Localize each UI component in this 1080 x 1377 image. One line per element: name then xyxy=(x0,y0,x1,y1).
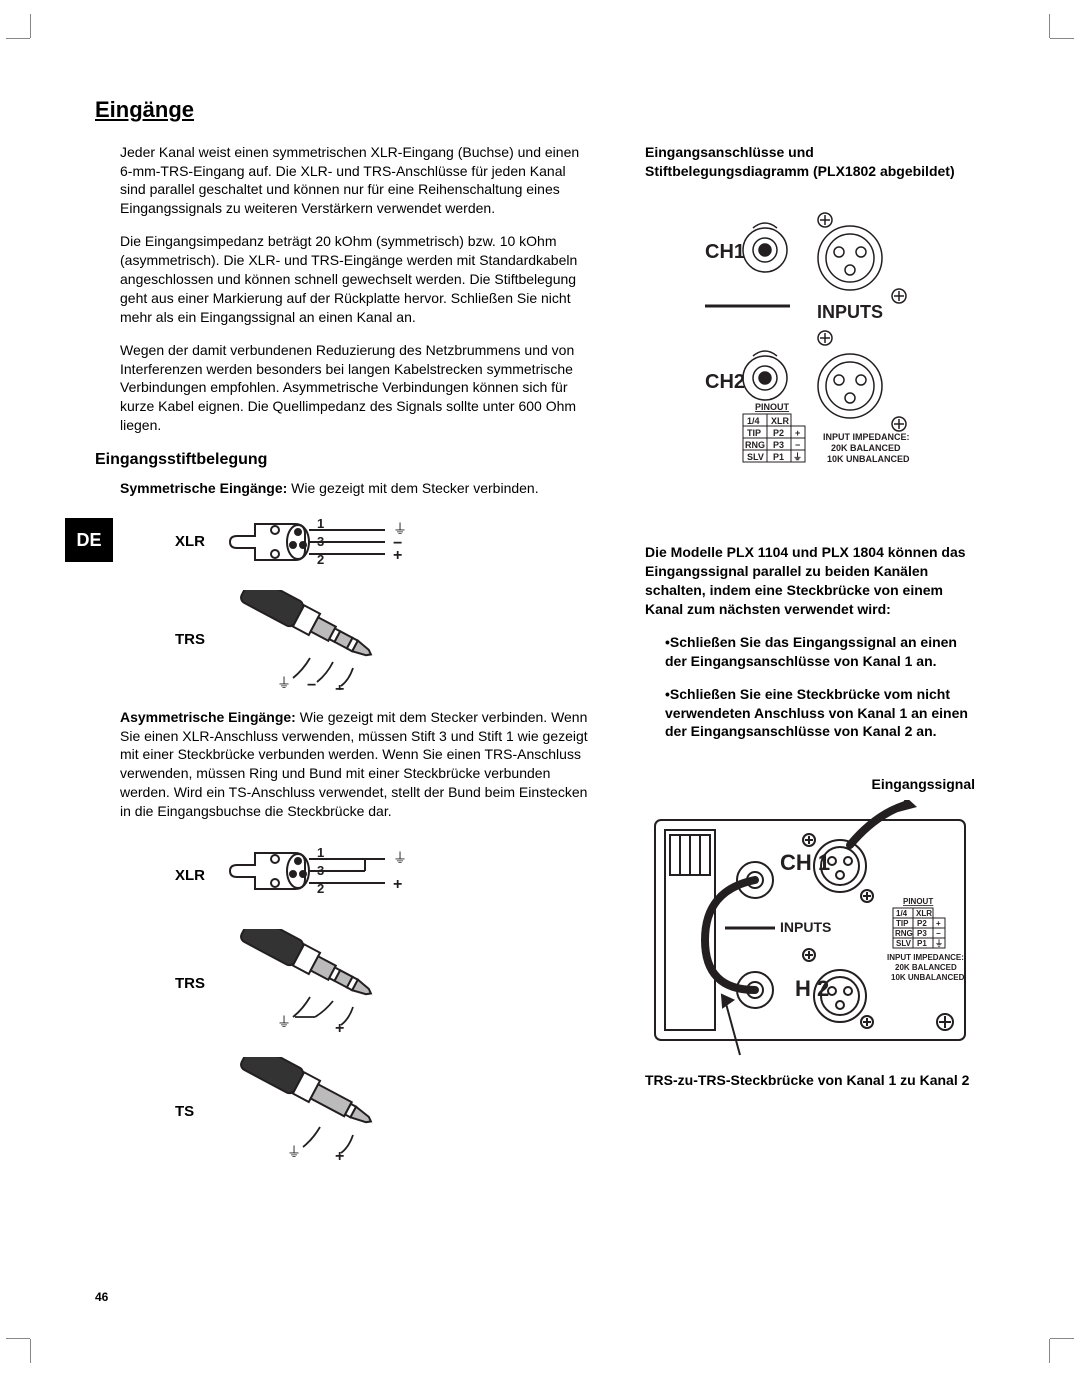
crop-mark xyxy=(1050,38,1074,39)
svg-text:TIP: TIP xyxy=(747,428,761,438)
svg-text:P3: P3 xyxy=(773,440,784,450)
xlr-balanced-diagram: XLR xyxy=(175,512,595,572)
crop-mark xyxy=(1049,14,1050,38)
svg-text:3: 3 xyxy=(317,863,324,878)
svg-text:10K UNBALANCED: 10K UNBALANCED xyxy=(891,973,965,982)
trs-balanced-diagram: TRS ⏚ xyxy=(175,590,595,690)
trs-unbalanced-diagram: TRS xyxy=(175,929,595,1039)
svg-text:RNG: RNG xyxy=(895,929,913,938)
svg-text:INPUT IMPEDANCE:: INPUT IMPEDANCE: xyxy=(887,953,964,962)
crop-mark xyxy=(1050,1338,1074,1339)
svg-text:PINOUT: PINOUT xyxy=(903,897,933,906)
svg-text:+: + xyxy=(335,1020,344,1037)
language-badge: DE xyxy=(65,518,113,562)
unbalanced-label: Asymmetrische Eingänge: xyxy=(120,709,296,725)
balanced-label: Symmetrische Eingänge: xyxy=(120,480,287,496)
svg-text:⏚: ⏚ xyxy=(277,1015,291,1031)
pin-1: 1 xyxy=(317,516,324,531)
svg-text:−: − xyxy=(307,677,316,690)
svg-text:RNG: RNG xyxy=(745,440,765,450)
svg-text:⏚: ⏚ xyxy=(793,452,802,462)
svg-text:P2: P2 xyxy=(917,919,927,928)
xlr-unbalanced-diagram: XLR 1 xyxy=(175,841,595,911)
balanced-intro: Symmetrische Eingänge: Wie gezeigt mit d… xyxy=(120,479,595,498)
crop-mark xyxy=(1049,1339,1050,1363)
trs-unbalanced-svg: ⏚ + xyxy=(225,929,455,1039)
xlr-label-2: XLR xyxy=(175,866,225,886)
svg-text:H 2: H 2 xyxy=(795,976,829,1001)
svg-text:SLV: SLV xyxy=(896,939,912,948)
unbalanced-intro: Asymmetrische Eingänge: Wie gezeigt mit … xyxy=(120,708,595,821)
svg-text:XLR: XLR xyxy=(916,909,932,918)
crop-mark xyxy=(30,1339,31,1363)
page-title: Eingänge xyxy=(95,95,985,125)
svg-text:+: + xyxy=(795,428,800,438)
svg-text:TIP: TIP xyxy=(896,919,909,928)
pin-2: 2 xyxy=(317,552,324,567)
paragraph-3: Wegen der damit verbundenen Reduzierung … xyxy=(120,341,595,435)
trs-label: TRS xyxy=(175,630,225,650)
svg-text:XLR: XLR xyxy=(771,416,790,426)
svg-text:1: 1 xyxy=(317,845,324,860)
ts-label: TS xyxy=(175,1102,225,1122)
svg-text:INPUT IMPEDANCE:: INPUT IMPEDANCE: xyxy=(823,432,910,442)
unbalanced-text: Wie gezeigt mit dem Stecker verbinden. W… xyxy=(120,709,588,819)
svg-text:P1: P1 xyxy=(917,939,927,948)
svg-text:⏚: ⏚ xyxy=(393,851,407,867)
jumper-panel-svg: CH 1 INPUTS H 2 PINOUT xyxy=(645,800,975,1060)
xlr-balanced-svg: 1 3 2 ⏚ − + xyxy=(225,512,455,572)
svg-text:20K BALANCED: 20K BALANCED xyxy=(831,443,901,453)
svg-text:INPUTS: INPUTS xyxy=(780,919,831,935)
sub-heading: Eingangsstiftbelegung xyxy=(95,449,595,471)
svg-text:+: + xyxy=(393,547,402,564)
paragraph-1: Jeder Kanal weist einen symmetrischen XL… xyxy=(120,143,595,219)
right-column: Eingangsanschlüsse und Stiftbelegungsdia… xyxy=(645,143,975,1185)
left-column: Jeder Kanal weist einen symmetrischen XL… xyxy=(95,143,595,1185)
bullet-1: •Schließen Sie das Eingangssignal an ein… xyxy=(665,633,975,671)
bottom-caption: TRS-zu-TRS-Steckbrücke von Kanal 1 zu Ka… xyxy=(645,1071,975,1090)
svg-text:PINOUT: PINOUT xyxy=(755,402,790,412)
svg-text:⏚: ⏚ xyxy=(277,676,291,690)
ts-unbalanced-svg: ⏚ + xyxy=(225,1057,455,1167)
svg-text:+: + xyxy=(335,681,344,690)
crop-mark xyxy=(30,14,31,38)
svg-text:CH1: CH1 xyxy=(705,241,745,263)
balanced-text: Wie gezeigt mit dem Stecker verbinden. xyxy=(287,480,538,496)
svg-text:+: + xyxy=(936,919,941,928)
signal-label: Eingangssignal xyxy=(645,775,975,794)
svg-text:1/4: 1/4 xyxy=(896,909,908,918)
xlr-label: XLR xyxy=(175,532,225,552)
svg-text:P3: P3 xyxy=(917,929,927,938)
right-caption: Eingangsanschlüsse und Stiftbelegungsdia… xyxy=(645,143,975,181)
svg-text:P2: P2 xyxy=(773,428,784,438)
svg-text:2: 2 xyxy=(317,881,324,896)
svg-text:+: + xyxy=(335,1148,344,1165)
svg-text:CH 1: CH 1 xyxy=(780,850,830,875)
svg-text:SLV: SLV xyxy=(747,452,764,462)
page-content: Eingänge DE Jeder Kanal weist einen symm… xyxy=(95,95,985,1185)
svg-text:⏚: ⏚ xyxy=(935,939,943,948)
pin-3: 3 xyxy=(317,534,324,549)
svg-text:⏚: ⏚ xyxy=(287,1145,301,1161)
crop-mark xyxy=(6,38,30,39)
page-number: 46 xyxy=(95,1289,108,1305)
svg-text:P1: P1 xyxy=(773,452,784,462)
input-panel-svg: CH1 INPUTS CH2 PINOUT 1/4 XLR TIP P2 + RNG P… xyxy=(645,198,955,478)
crop-mark xyxy=(6,1338,30,1339)
svg-text:−: − xyxy=(936,929,941,938)
svg-text:20K BALANCED: 20K BALANCED xyxy=(895,963,957,972)
paragraph-2: Die Eingangsimpedanz beträgt 20 kOhm (sy… xyxy=(120,232,595,326)
trs-label-2: TRS xyxy=(175,974,225,994)
parallel-para: Die Modelle PLX 1104 und PLX 1804 können… xyxy=(645,543,975,619)
svg-text:10K UNBALANCED: 10K UNBALANCED xyxy=(827,454,910,464)
xlr-unbalanced-svg: 1 3 2 ⏚ + xyxy=(225,841,455,911)
svg-text:1/4: 1/4 xyxy=(747,416,760,426)
svg-text:−: − xyxy=(795,440,800,450)
bullet-2: •Schließen Sie eine Steckbrücke vom nich… xyxy=(665,685,975,742)
svg-text:CH2: CH2 xyxy=(705,371,745,393)
trs-balanced-svg: ⏚ − + xyxy=(225,590,455,690)
svg-text:+: + xyxy=(393,876,402,893)
ts-unbalanced-diagram: TS ⏚ + xyxy=(175,1057,595,1167)
svg-text:INPUTS: INPUTS xyxy=(817,302,883,322)
